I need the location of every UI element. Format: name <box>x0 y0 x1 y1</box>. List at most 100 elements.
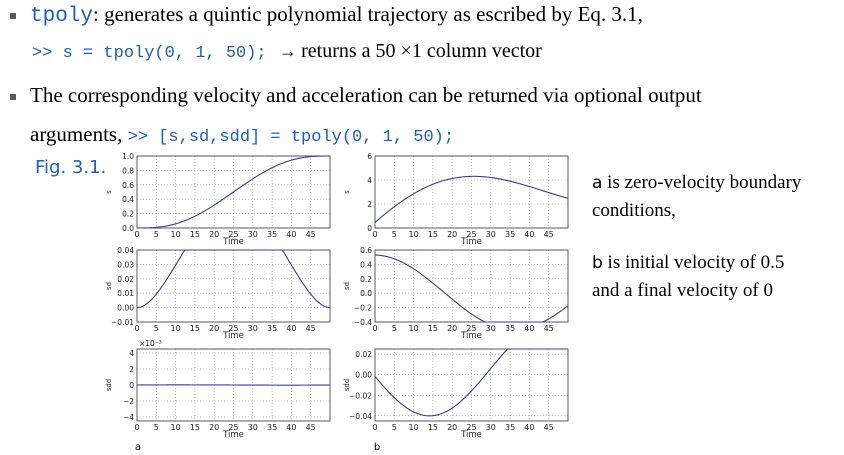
y-tick-label: −0.04 <box>349 412 372 421</box>
x-tick-label: 15 <box>428 324 438 333</box>
x-tick-label: 35 <box>505 230 515 239</box>
curve-line <box>374 348 568 417</box>
example-result-text: returns a 50 ×1 column vector <box>301 40 542 62</box>
x-tick-label: 15 <box>190 423 200 432</box>
x-tick-label: 0 <box>372 423 377 432</box>
note-a-prefix: a <box>592 173 603 193</box>
y-tick-label: 0.6 <box>122 181 134 190</box>
x-tick-label: 10 <box>409 230 419 239</box>
y-tick-label: 4 <box>367 176 372 185</box>
x-tick-label: 25 <box>466 423 476 432</box>
y-tick-label: 0.02 <box>117 275 134 284</box>
x-tick-label: 0 <box>134 324 139 333</box>
arguments-line: arguments, >> [s,sd,sdd] = tpoly(0, 1, 5… <box>30 122 454 147</box>
column-label-b: b <box>374 442 380 453</box>
x-tick-label: 35 <box>267 423 277 432</box>
x-tick-label: 20 <box>209 324 219 333</box>
y-tick-label: 0.0 <box>360 289 372 298</box>
column-label-a: a <box>135 442 141 453</box>
curve-line <box>374 254 569 323</box>
x-tick-label: 45 <box>544 230 554 239</box>
right-arrow-icon: → <box>278 41 297 61</box>
note-b-prefix: b <box>592 253 603 273</box>
x-tick-label: 15 <box>428 230 438 239</box>
y-tick-label: −0.01 <box>111 318 134 327</box>
bullet-1 <box>10 13 16 19</box>
y-axis-label: s <box>105 190 113 194</box>
y-tick-label: 0.6 <box>360 246 372 255</box>
x-tick-label: 15 <box>428 423 438 432</box>
panel-a2: 0 5 10 15 20 25 30 35 40 45 Time −4 −2 0 2 4 sdd ×10⁻³ <box>105 339 331 440</box>
x-tick-label: 0 <box>134 230 139 239</box>
x-tick-label: 10 <box>409 324 419 333</box>
x-tick-label: 0 <box>372 324 377 333</box>
y-tick-label: 0.02 <box>355 350 372 359</box>
plot-frame <box>374 249 569 323</box>
y-axis-label: sdd <box>105 379 113 392</box>
y-tick-label: 0.04 <box>117 246 134 255</box>
y-tick-label: 0.00 <box>355 371 372 380</box>
x-tick-label: 40 <box>286 230 296 239</box>
x-tick-label: 10 <box>171 423 181 432</box>
y-tick-label: 0.4 <box>122 195 134 204</box>
x-tick-label: 5 <box>392 423 397 432</box>
x-tick-label: 5 <box>154 230 159 239</box>
x-tick-label: 25 <box>466 230 476 239</box>
x-tick-label: 5 <box>154 423 159 432</box>
y-tick-label: 6 <box>367 152 372 161</box>
x-tick-label: 35 <box>267 324 277 333</box>
x-tick-label: 30 <box>486 324 496 333</box>
y-axis-label: sd <box>105 282 113 290</box>
x-tick-label: 0 <box>134 423 139 432</box>
panel-a0: 0 5 10 15 20 25 30 35 40 45 Time 0.0 0.2 0.4 0.6 0.8 1.0… <box>105 152 331 247</box>
curve-line <box>137 155 330 229</box>
y-tick-label: 0.8 <box>122 166 134 175</box>
x-tick-label: 10 <box>171 324 181 333</box>
x-tick-label: 30 <box>486 423 496 432</box>
example-code: >> s = tpoly(0, 1, 50); <box>32 44 267 63</box>
x-axis-label: Time <box>222 331 244 341</box>
y-tick-label: 0.0 <box>122 224 134 233</box>
y-tick-label: 0 <box>129 381 134 390</box>
x-axis-label: Time <box>460 430 482 440</box>
y-tick-label: 1.0 <box>122 152 134 161</box>
note-b-line2: and a final velocity of 0 <box>592 280 773 301</box>
x-tick-label: 15 <box>190 324 200 333</box>
x-tick-label: 25 <box>228 230 238 239</box>
panel-a1: 0 5 10 15 20 25 30 35 40 45 Time −0.01 0.00 0.01 0.02 0… <box>105 246 331 341</box>
x-tick-label: 25 <box>466 324 476 333</box>
note-a-text1: is zero-velocity boundary <box>607 172 802 193</box>
x-axis-label: Time <box>460 237 482 247</box>
x-tick-label: 25 <box>228 324 238 333</box>
x-tick-label: 45 <box>544 324 554 333</box>
arguments-text: arguments, <box>30 122 123 146</box>
panel-b1: 0 5 10 15 20 25 30 35 40 45 Time −0.4 −0.2 0.0 0.2 0.4 0… <box>343 246 569 341</box>
y-tick-label: 4 <box>129 349 134 358</box>
x-tick-label: 45 <box>544 423 554 432</box>
x-tick-label: 45 <box>306 230 316 239</box>
x-axis-label: Time <box>460 331 482 341</box>
x-tick-label: 45 <box>306 423 316 432</box>
y-tick-label: 0.2 <box>360 275 372 284</box>
note-a-line2: conditions, <box>592 200 676 221</box>
y-tick-label: 0.4 <box>360 260 372 269</box>
plot-frame <box>374 348 569 422</box>
x-tick-label: 40 <box>524 423 534 432</box>
x-tick-label: 5 <box>392 230 397 239</box>
figure-label: Fig. 3.1. <box>35 157 107 178</box>
x-tick-label: 35 <box>267 230 277 239</box>
x-tick-label: 40 <box>524 324 534 333</box>
x-tick-label: 35 <box>505 324 515 333</box>
note-a-line1: a is zero-velocity boundary <box>592 172 801 194</box>
panel-b0: 0 5 10 15 20 25 30 35 40 45 Time 0 2 4 6 s <box>343 152 569 247</box>
x-tick-label: 20 <box>447 324 457 333</box>
note-b-text1: is initial velocity of 0.5 <box>607 252 785 273</box>
x-tick-label: 40 <box>524 230 534 239</box>
tpoly-description: tpoly: generates a quintic polynomial tr… <box>30 2 643 28</box>
plot-frame <box>374 155 569 229</box>
y-tick-label: 2 <box>129 365 134 374</box>
x-tick-label: 20 <box>447 230 457 239</box>
y-axis-label: s <box>343 190 351 194</box>
y-exponent-label: ×10⁻³ <box>139 339 162 348</box>
